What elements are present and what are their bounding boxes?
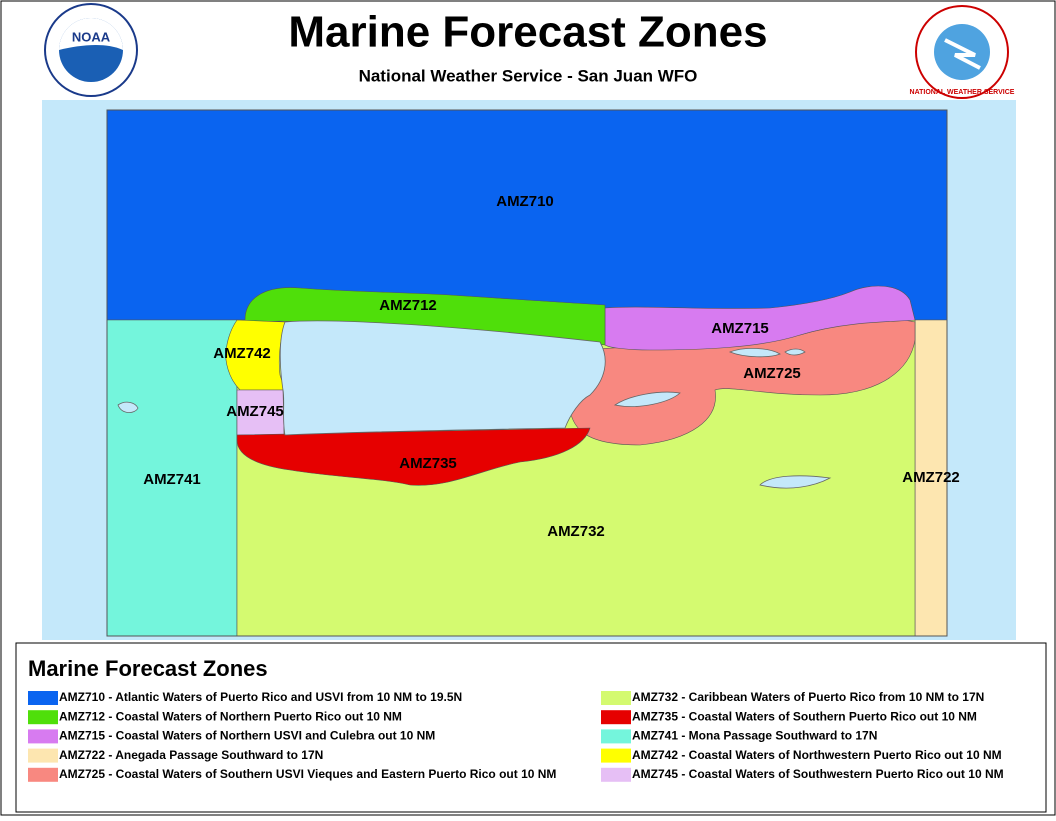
legend-swatch: [601, 748, 631, 763]
legend-text: AMZ712 - Coastal Waters of Northern Puer…: [59, 709, 402, 723]
legend-text: AMZ745 - Coastal Waters of Southwestern …: [632, 767, 1004, 781]
legend-swatch: [28, 748, 58, 763]
legend-text: AMZ722 - Anegada Passage Southward to 17…: [59, 748, 323, 762]
zone-label: AMZ715: [711, 320, 769, 337]
noaa-text: NOAA: [72, 29, 111, 44]
noaa-logo: NOAA: [44, 3, 138, 97]
legend-box: [15, 642, 1047, 813]
legend-text: AMZ735 - Coastal Waters of Southern Puer…: [632, 709, 977, 723]
zone: [604, 285, 916, 351]
legend-swatch: [28, 729, 58, 744]
zone-label: AMZ741: [143, 471, 201, 488]
zone: [236, 427, 591, 486]
legend-swatch: [601, 729, 631, 744]
legend-title: Marine Forecast Zones: [28, 656, 268, 681]
legend-text: AMZ725 - Coastal Waters of Southern USVI…: [59, 767, 556, 781]
legend-swatch: [28, 691, 58, 705]
subtitle: National Weather Service - San Juan WFO: [359, 66, 698, 85]
map-frame: [106, 109, 948, 637]
land: [117, 320, 832, 489]
legend-text: AMZ742 - Coastal Waters of Northwestern …: [632, 748, 1002, 762]
nws-text: NATIONAL WEATHER SERVICE: [910, 89, 1015, 96]
title: Marine Forecast Zones: [288, 8, 767, 57]
legend-swatch: [601, 767, 631, 782]
legend-swatch: [28, 710, 58, 725]
nws-logo: NATIONAL WEATHER SERVICE: [910, 5, 1015, 99]
zone: [106, 109, 948, 321]
legend-text: AMZ715 - Coastal Waters of Northern USVI…: [59, 729, 435, 743]
legend-text: AMZ710 - Atlantic Waters of Puerto Rico …: [59, 690, 462, 704]
zone-label: AMZ735: [399, 455, 457, 472]
zone-label: AMZ732: [547, 523, 605, 540]
legend-text: AMZ741 - Mona Passage Southward to 17N: [632, 729, 877, 743]
zone-label: AMZ742: [213, 345, 271, 362]
zone-label: AMZ745: [226, 403, 284, 420]
legend-text: AMZ732 - Caribbean Waters of Puerto Rico…: [632, 690, 984, 704]
legend-swatch: [28, 767, 58, 782]
zone-label: AMZ710: [496, 193, 554, 210]
zone-label: AMZ725: [743, 365, 801, 382]
zone-label: AMZ712: [379, 297, 437, 314]
legend-swatch: [601, 710, 631, 725]
zone-label: AMZ722: [902, 469, 960, 486]
legend-swatch: [601, 691, 631, 705]
